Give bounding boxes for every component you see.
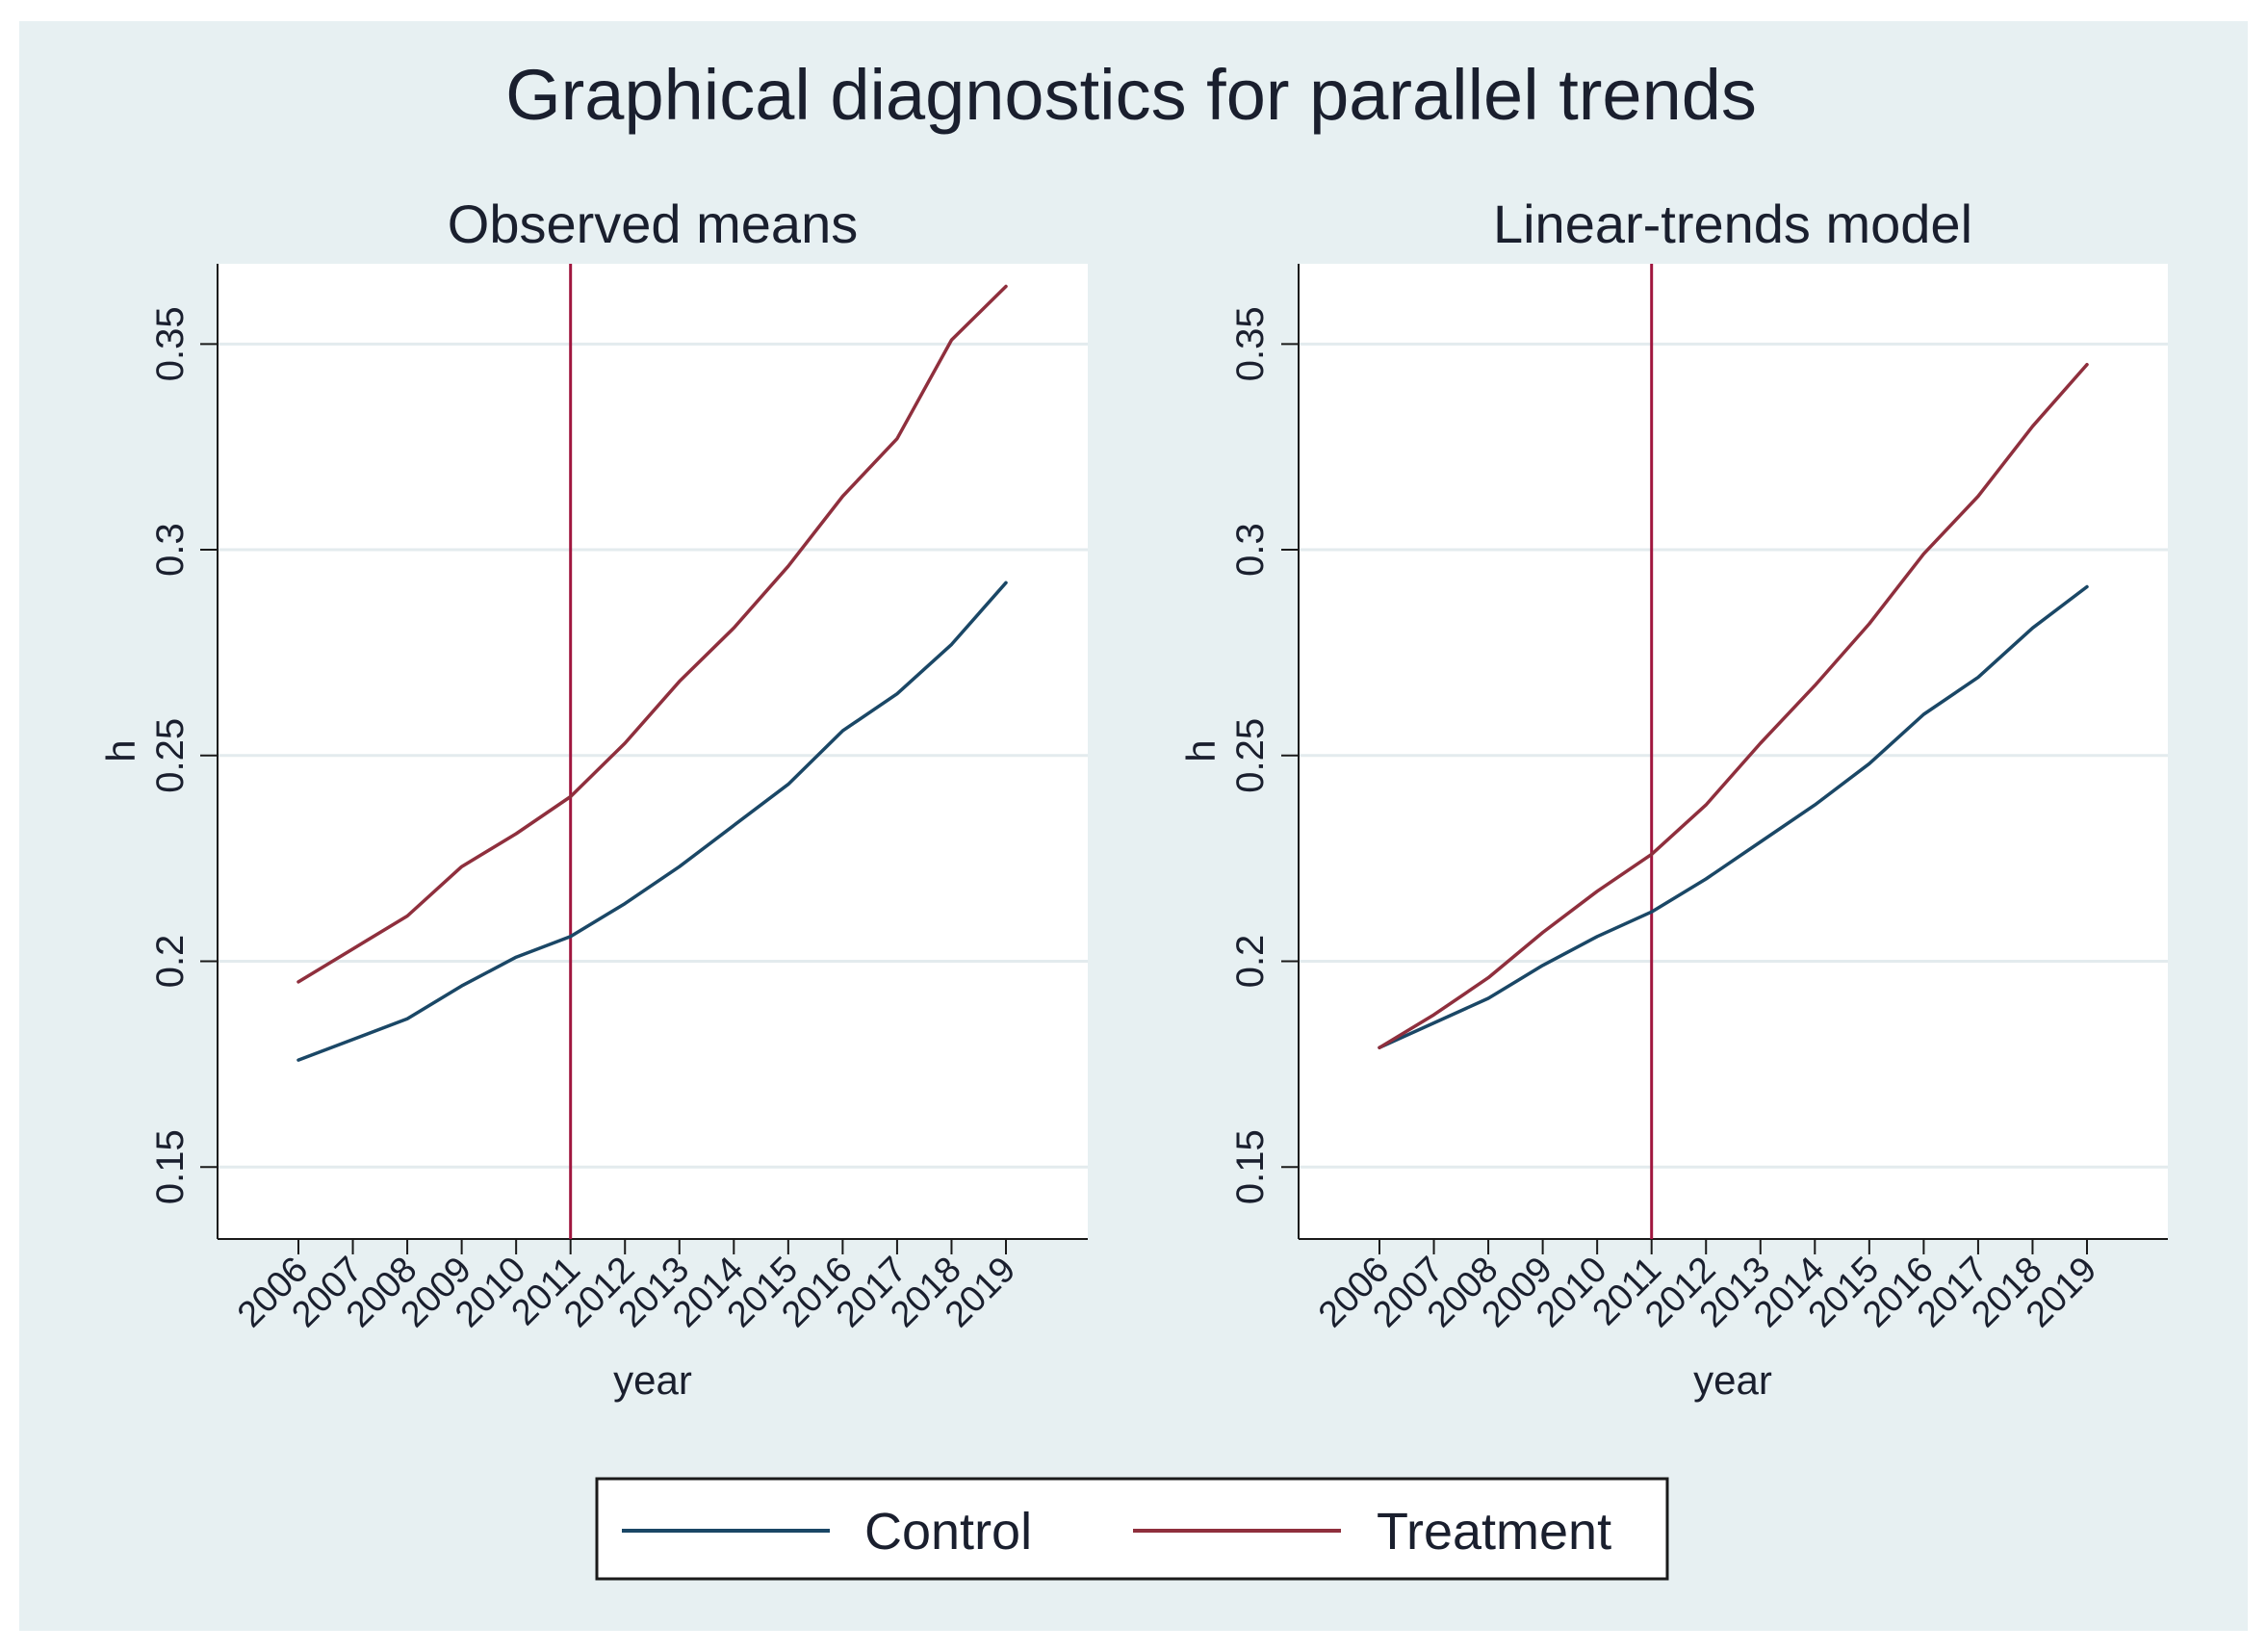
y-tick-label: 0.15 [149, 1129, 192, 1204]
legend-control-label: Control [864, 1503, 1032, 1561]
plot-region [1299, 264, 2168, 1239]
y-axis-label: h [1178, 739, 1224, 761]
y-tick-label: 0.35 [1229, 306, 1272, 381]
plot-region [218, 264, 1088, 1239]
legend-treatment-label: Treatment [1377, 1503, 1611, 1561]
y-tick-label: 0.25 [149, 718, 192, 793]
y-tick-label: 0.15 [1229, 1129, 1272, 1204]
x-axis-label: year [1693, 1357, 1772, 1403]
series-line-treatment [1378, 362, 2089, 1049]
panel-title: Observed means [448, 194, 858, 254]
series-line-treatment [296, 284, 1008, 984]
y-tick-label: 0.25 [1229, 718, 1272, 793]
y-tick-label: 0.2 [149, 935, 192, 989]
y-tick-label: 0.35 [149, 306, 192, 381]
panel-linear-trends-model: 0.150.20.250.30.352006200720082009201020… [1178, 194, 2168, 1403]
x-axis-label: year [613, 1357, 692, 1403]
figure-title: Graphical diagnostics for parallel trend… [505, 55, 1757, 135]
series-line-control [1378, 584, 2089, 1049]
y-axis-label: h [98, 739, 143, 761]
panel-title: Linear-trends model [1493, 194, 1972, 254]
series-line-control [296, 581, 1008, 1062]
legend: Control Treatment [595, 1477, 1669, 1581]
panel-observed-means: 0.150.20.250.30.352006200720082009201020… [98, 194, 1088, 1403]
y-tick-label: 0.3 [149, 523, 192, 577]
y-tick-label: 0.3 [1229, 523, 1272, 577]
y-tick-label: 0.2 [1229, 935, 1272, 989]
